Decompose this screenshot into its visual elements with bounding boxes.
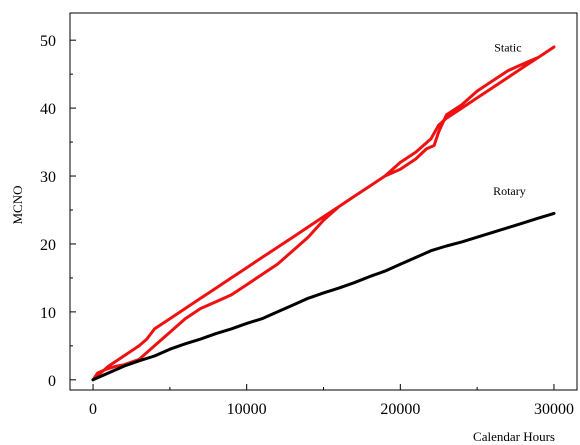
plot-frame	[69, 12, 578, 391]
series-label-static: Static	[494, 41, 521, 55]
series-line-rotary	[91, 211, 556, 382]
x-tick-label: 20000	[380, 401, 420, 418]
y-axis-ticks: 0 10 20 30 40 50	[40, 33, 76, 390]
y-tick-label: 20	[40, 237, 56, 254]
x-tick-label: 10000	[227, 401, 267, 418]
x-tick-label: 30000	[534, 401, 574, 418]
y-tick-label: 50	[40, 33, 56, 50]
y-axis-title: MCNO	[10, 185, 25, 224]
x-axis-ticks: 0 10000 20000 30000	[89, 384, 574, 418]
y-tick-label: 30	[40, 169, 56, 186]
x-tick-label: 0	[89, 401, 97, 418]
x-axis-title: Calendar Hours	[473, 429, 555, 444]
series-layer	[91, 45, 556, 382]
series-line-static	[91, 45, 556, 382]
series-label-rotary: Rotary	[493, 184, 526, 198]
y-tick-label: 0	[48, 373, 56, 390]
y-tick-label: 10	[40, 305, 56, 322]
y-tick-label: 40	[40, 101, 56, 118]
annotation-layer: Static Rotary	[493, 41, 526, 198]
